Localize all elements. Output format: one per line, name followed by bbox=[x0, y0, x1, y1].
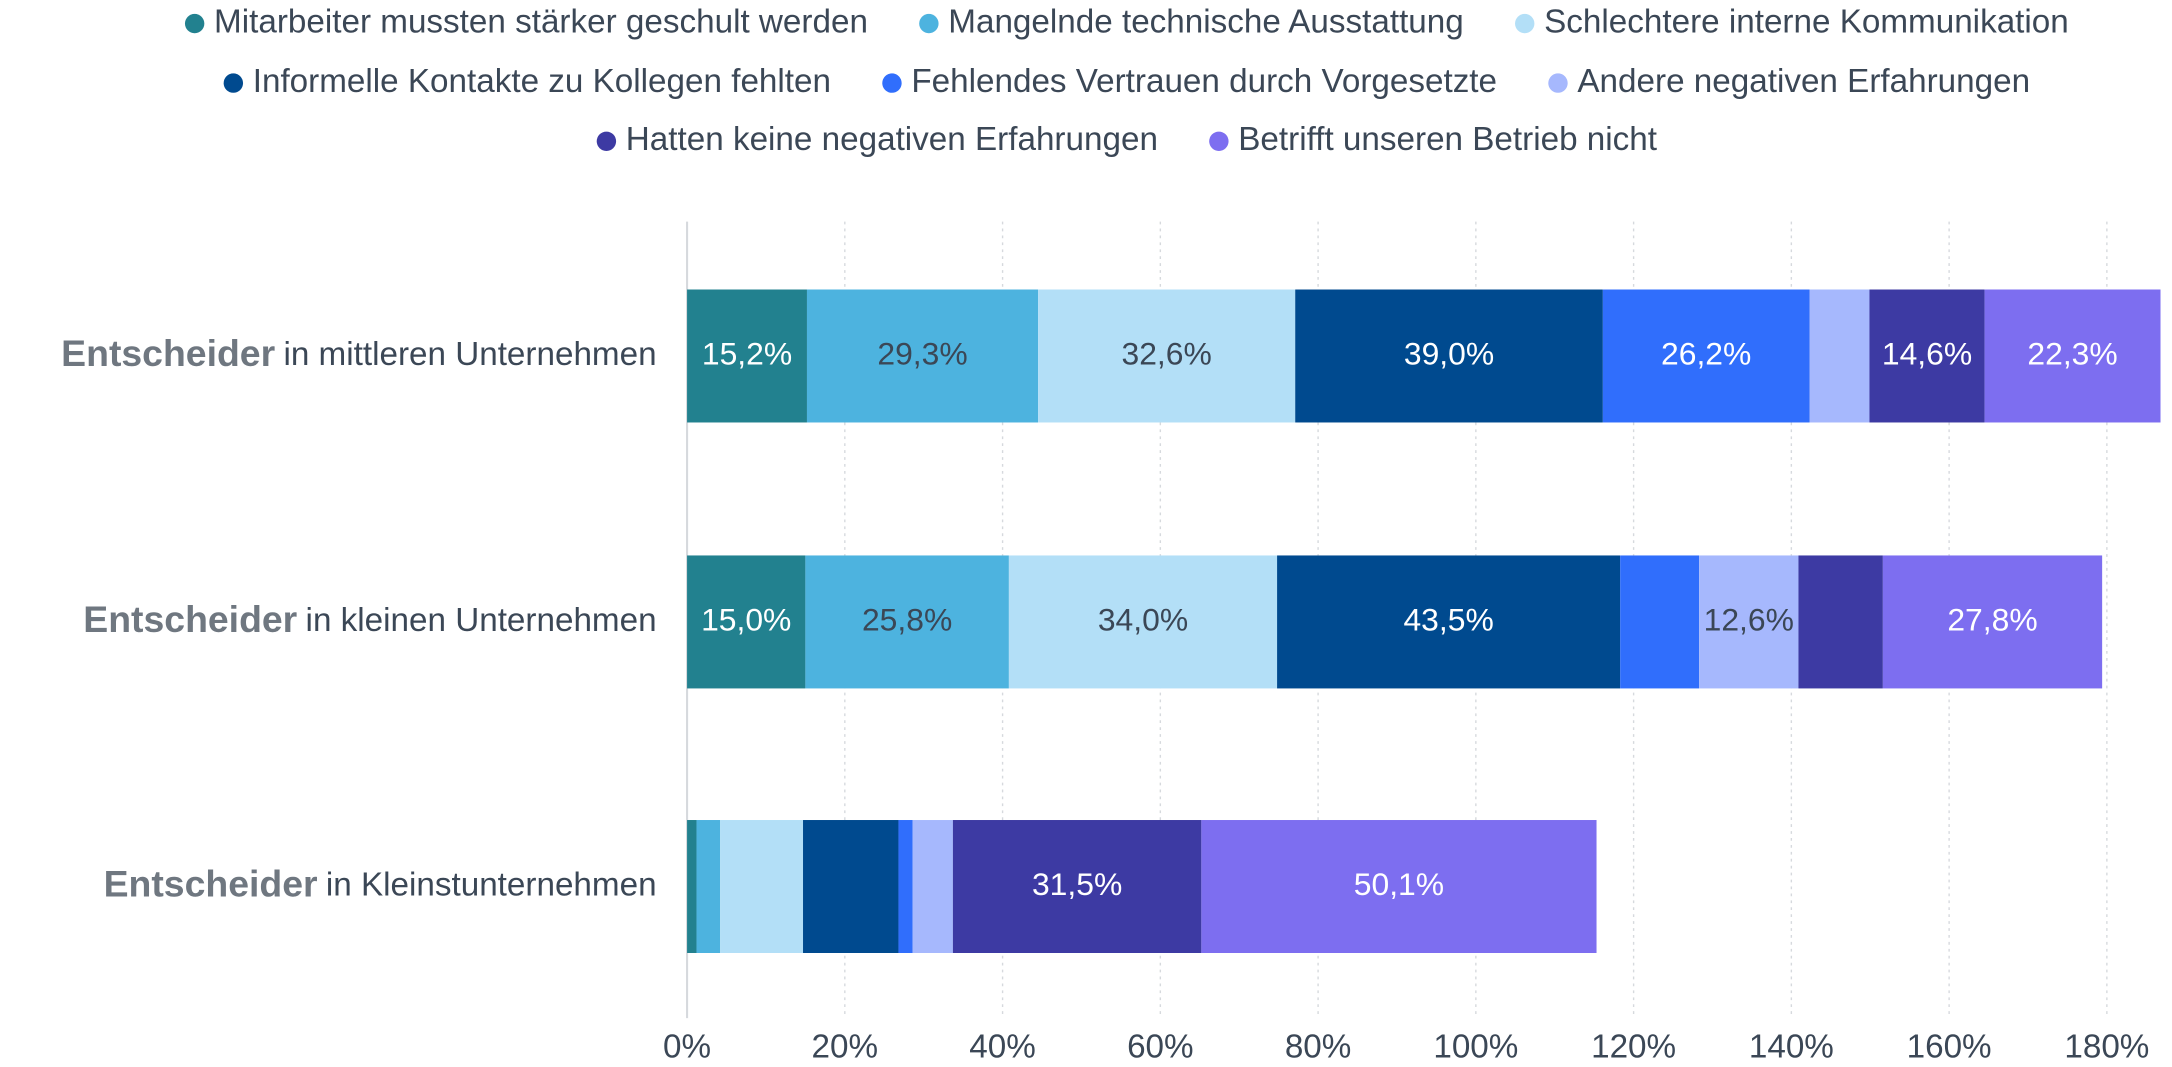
bar-segment bbox=[1984, 289, 2161, 423]
bar-segment bbox=[1008, 555, 1278, 689]
legend-marker bbox=[1209, 131, 1229, 151]
bar-segment bbox=[696, 820, 721, 954]
legend-label: Hatten keine negativen Erfahrungen bbox=[626, 121, 1158, 158]
x-tick-label: 120% bbox=[1591, 1028, 1676, 1065]
bar-segment bbox=[687, 555, 806, 689]
category-name: in Kleinstunternehmen bbox=[326, 866, 657, 903]
bar-segment bbox=[952, 820, 1202, 954]
bar-segment bbox=[687, 820, 697, 954]
legend-item: Andere negativen Erfahrungen bbox=[1548, 63, 2030, 100]
legend-label: Andere negativen Erfahrungen bbox=[1577, 63, 2030, 100]
legend-marker bbox=[1515, 13, 1535, 34]
bar-segment bbox=[1869, 289, 1985, 423]
bar-segment bbox=[1882, 555, 2103, 689]
bar-segment bbox=[1699, 555, 1799, 689]
bar-segment bbox=[805, 555, 1009, 689]
category-label: Entscheider in mittleren Unternehmen bbox=[61, 332, 656, 374]
bar-segment bbox=[1602, 289, 1810, 423]
legend-item: Betrifft unseren Betrieb nicht bbox=[1209, 121, 1657, 158]
legend-item: Fehlendes Vertrauen durch Vorgesetzte bbox=[882, 63, 1497, 100]
data-label: 32,6% bbox=[1121, 335, 1211, 371]
bar-segment bbox=[720, 820, 804, 954]
x-tick-label: 100% bbox=[1433, 1028, 1518, 1065]
x-tick-label: 140% bbox=[1749, 1028, 1834, 1065]
data-label: 26,2% bbox=[1661, 335, 1751, 371]
data-label: 12,6% bbox=[1704, 601, 1794, 637]
legend-label: Fehlendes Vertrauen durch Vorgesetzte bbox=[911, 63, 1497, 100]
bar-segment bbox=[912, 820, 953, 954]
bar-segment bbox=[1295, 289, 1603, 423]
bar-segment bbox=[806, 289, 1039, 423]
bar-segment bbox=[898, 820, 913, 954]
data-label: 22,3% bbox=[2027, 335, 2117, 371]
legend-label: Mitarbeiter mussten stärker geschult wer… bbox=[214, 3, 868, 40]
legend-marker bbox=[223, 73, 244, 93]
legend-marker bbox=[919, 13, 939, 34]
legend-marker bbox=[184, 13, 205, 34]
legend-item: Hatten keine negativen Erfahrungen bbox=[596, 121, 1158, 158]
data-label: 29,3% bbox=[877, 335, 967, 371]
category-prefix: Entscheider bbox=[61, 332, 275, 374]
data-label: 27,8% bbox=[1947, 601, 2037, 637]
bar-segment bbox=[1277, 555, 1621, 689]
x-tick-label: 160% bbox=[1907, 1028, 1992, 1065]
legend-label: Schlechtere interne Kommunikation bbox=[1544, 3, 2069, 40]
legend-item: Informelle Kontakte zu Kollegen fehlten bbox=[223, 63, 831, 100]
x-tick-label: 80% bbox=[1285, 1028, 1352, 1065]
data-label: 25,8% bbox=[862, 601, 952, 637]
bar-segment bbox=[1038, 289, 1296, 423]
legend-marker bbox=[882, 73, 902, 93]
category-label: Entscheider in kleinen Unternehmen bbox=[83, 598, 656, 640]
data-label: 31,5% bbox=[1032, 866, 1122, 902]
legend-label: Betrifft unseren Betrieb nicht bbox=[1238, 121, 1657, 158]
category-prefix: Entscheider bbox=[104, 862, 318, 904]
legend-item: Schlechtere interne Kommunikation bbox=[1515, 3, 2069, 40]
legend-label: Mangelnde technische Ausstattung bbox=[948, 3, 1464, 40]
category-name: in mittleren Unternehmen bbox=[283, 336, 656, 373]
data-label: 50,1% bbox=[1354, 866, 1444, 902]
bar-segment bbox=[687, 289, 807, 423]
x-tick-label: 60% bbox=[1127, 1028, 1194, 1065]
data-label: 34,0% bbox=[1098, 601, 1188, 637]
data-label: 15,0% bbox=[701, 601, 791, 637]
category-label: Entscheider in Kleinstunternehmen bbox=[104, 862, 657, 904]
legend-label: Informelle Kontakte zu Kollegen fehlten bbox=[253, 63, 831, 100]
data-label: 14,6% bbox=[1882, 335, 1972, 371]
data-label: 39,0% bbox=[1404, 335, 1494, 371]
legend-marker bbox=[1548, 73, 1568, 93]
x-tick-label: 180% bbox=[2064, 1028, 2149, 1065]
bar-segment bbox=[1620, 555, 1700, 689]
x-tick-label: 20% bbox=[812, 1028, 879, 1065]
x-tick-label: 40% bbox=[969, 1028, 1036, 1065]
bar-segment bbox=[1201, 820, 1597, 954]
category-prefix: Entscheider bbox=[83, 598, 297, 640]
bar-segment bbox=[1798, 555, 1883, 689]
bar-segment bbox=[803, 820, 899, 954]
x-tick-label: 0% bbox=[663, 1028, 711, 1065]
data-label: 15,2% bbox=[702, 335, 792, 371]
bar-segment bbox=[1809, 289, 1870, 423]
legend-item: Mitarbeiter mussten stärker geschult wer… bbox=[184, 3, 868, 40]
data-label: 43,5% bbox=[1403, 601, 1493, 637]
category-name: in kleinen Unternehmen bbox=[306, 602, 657, 639]
legend-marker bbox=[596, 131, 617, 151]
legend-item: Mangelnde technische Ausstattung bbox=[919, 3, 1464, 40]
